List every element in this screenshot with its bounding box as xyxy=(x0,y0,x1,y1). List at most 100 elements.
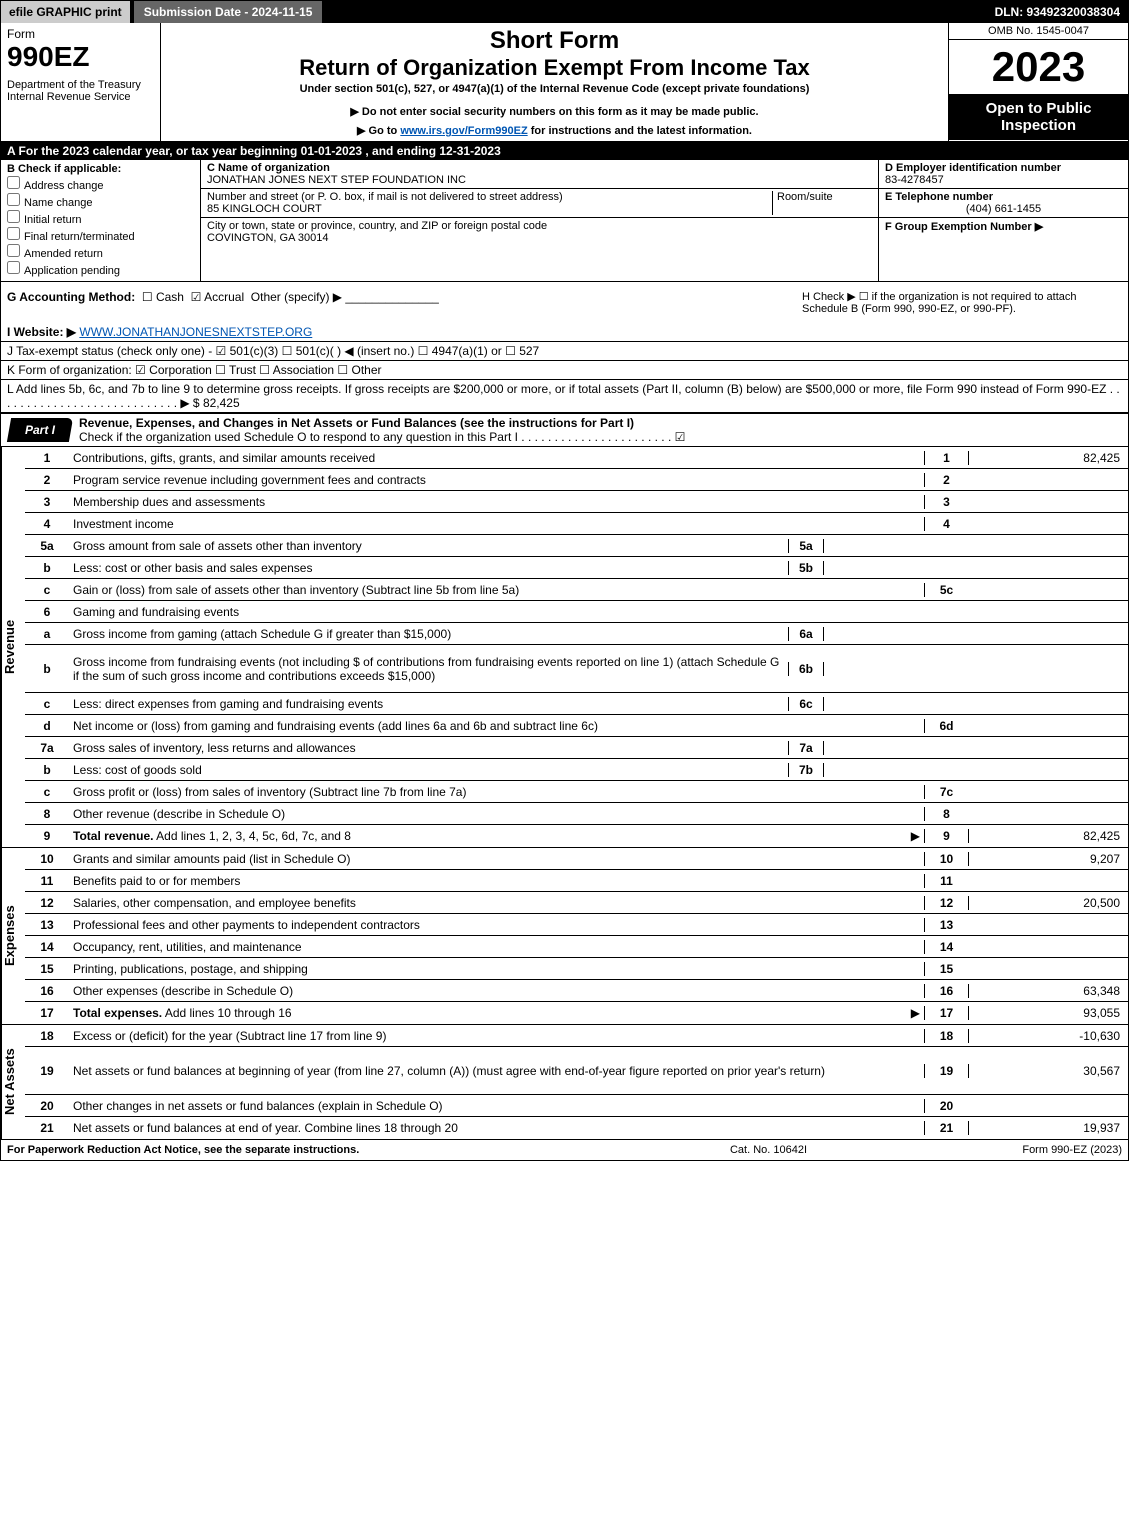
table-row: 4Investment income4 xyxy=(25,513,1128,535)
line-description: Salaries, other compensation, and employ… xyxy=(69,894,924,912)
c-addr-label: Number and street (or P. O. box, if mail… xyxy=(207,191,563,203)
right-line-val: 30,567 xyxy=(968,1064,1128,1078)
line-description: Gross income from gaming (attach Schedul… xyxy=(69,625,788,643)
c-name-label: C Name of organization xyxy=(207,162,330,174)
line-description: Gross profit or (loss) from sales of inv… xyxy=(69,783,924,801)
table-row: 8Other revenue (describe in Schedule O)8 xyxy=(25,803,1128,825)
chk-application-pending[interactable]: Application pending xyxy=(7,261,194,277)
line-number: b xyxy=(25,561,69,575)
sub-line-no: 7b xyxy=(788,763,824,777)
line-description: Gain or (loss) from sale of assets other… xyxy=(69,581,924,599)
line-description: Other revenue (describe in Schedule O) xyxy=(69,805,924,823)
short-form-title: Short Form xyxy=(167,27,942,55)
ein-value: 83-4278457 xyxy=(885,174,1122,186)
line-number: 15 xyxy=(25,962,69,976)
table-row: 21Net assets or fund balances at end of … xyxy=(25,1117,1128,1139)
section-d-e-f: D Employer identification number 83-4278… xyxy=(878,160,1128,281)
table-row: 6Gaming and fundraising events xyxy=(25,601,1128,623)
chk-amended-return[interactable]: Amended return xyxy=(7,244,194,260)
table-row: 9Total revenue. Add lines 1, 2, 3, 4, 5c… xyxy=(25,825,1128,847)
row-k-org-form: K Form of organization: ☑ Corporation ☐ … xyxy=(1,361,1128,380)
line-description: Less: direct expenses from gaming and fu… xyxy=(69,695,788,713)
line-description: Excess or (deficit) for the year (Subtra… xyxy=(69,1027,924,1045)
line-description: Total expenses. Add lines 10 through 16 … xyxy=(69,1004,924,1022)
note2-pre: ▶ Go to xyxy=(357,125,400,137)
efile-print-button[interactable]: efile GRAPHIC print xyxy=(1,1,130,23)
line-number: 12 xyxy=(25,896,69,910)
table-row: 18Excess or (deficit) for the year (Subt… xyxy=(25,1025,1128,1047)
netassets-section-label: Net Assets xyxy=(1,1025,25,1139)
sub-line-no: 5a xyxy=(788,539,824,553)
line-number: 7a xyxy=(25,741,69,755)
line-number: d xyxy=(25,719,69,733)
top-bar: efile GRAPHIC print Submission Date - 20… xyxy=(1,1,1128,23)
line-description: Gross income from fundraising events (no… xyxy=(69,653,788,685)
department: Department of the Treasury Internal Reve… xyxy=(7,79,154,103)
part-1-checkline: Check if the organization used Schedule … xyxy=(79,430,685,444)
right-line-val: 82,425 xyxy=(968,829,1128,843)
line-description: Professional fees and other payments to … xyxy=(69,916,924,934)
line-number: 14 xyxy=(25,940,69,954)
line-number: b xyxy=(25,763,69,777)
header-left: Form 990EZ Department of the Treasury In… xyxy=(1,23,161,141)
right-line-no: 6d xyxy=(924,719,968,733)
table-row: 12Salaries, other compensation, and empl… xyxy=(25,892,1128,914)
right-line-no: 2 xyxy=(924,473,968,487)
line-description: Less: cost of goods sold xyxy=(69,761,788,779)
netassets-table: Net Assets 18Excess or (deficit) for the… xyxy=(1,1025,1128,1140)
chk-address-change[interactable]: Address change xyxy=(7,176,194,192)
table-row: aGross income from gaming (attach Schedu… xyxy=(25,623,1128,645)
section-b-c-d-e-f: B Check if applicable: Address change Na… xyxy=(1,160,1128,282)
right-line-no: 8 xyxy=(924,807,968,821)
table-row: 11Benefits paid to or for members11 xyxy=(25,870,1128,892)
section-b: B Check if applicable: Address change Na… xyxy=(1,160,201,281)
form-number: 990EZ xyxy=(7,41,154,73)
chk-final-return[interactable]: Final return/terminated xyxy=(7,227,194,243)
right-line-no: 16 xyxy=(924,984,968,998)
line-number: c xyxy=(25,583,69,597)
line-description: Gaming and fundraising events xyxy=(69,603,924,621)
sub-line-no: 5b xyxy=(788,561,824,575)
right-line-no: 9 xyxy=(924,829,968,843)
irs-link[interactable]: www.irs.gov/Form990EZ xyxy=(400,125,527,137)
line-number: 18 xyxy=(25,1029,69,1043)
tax-year: 2023 xyxy=(949,40,1128,94)
revenue-section-label: Revenue xyxy=(1,447,25,847)
right-line-val: 19,937 xyxy=(968,1121,1128,1135)
table-row: 14Occupancy, rent, utilities, and mainte… xyxy=(25,936,1128,958)
org-name: JONATHAN JONES NEXT STEP FOUNDATION INC xyxy=(207,174,466,186)
chk-initial-return[interactable]: Initial return xyxy=(7,210,194,226)
row-i-website: I Website: ▶ WWW.JONATHANJONESNEXTSTEP.O… xyxy=(1,323,1128,342)
table-row: bGross income from fundraising events (n… xyxy=(25,645,1128,693)
line-description: Net assets or fund balances at end of ye… xyxy=(69,1119,924,1137)
line-number: 13 xyxy=(25,918,69,932)
sub-line-no: 7a xyxy=(788,741,824,755)
org-city: COVINGTON, GA 30014 xyxy=(207,232,328,244)
table-row: bLess: cost or other basis and sales exp… xyxy=(25,557,1128,579)
table-row: 13Professional fees and other payments t… xyxy=(25,914,1128,936)
row-a-tax-year: A For the 2023 calendar year, or tax yea… xyxy=(1,142,1128,160)
chk-name-change[interactable]: Name change xyxy=(7,193,194,209)
right-line-no: 10 xyxy=(924,852,968,866)
page-footer: For Paperwork Reduction Act Notice, see … xyxy=(1,1140,1128,1160)
line-number: 2 xyxy=(25,473,69,487)
row-l-gross-receipts: L Add lines 5b, 6c, and 7b to line 9 to … xyxy=(1,380,1128,413)
table-row: 7aGross sales of inventory, less returns… xyxy=(25,737,1128,759)
section-c: C Name of organization JONATHAN JONES NE… xyxy=(201,160,878,281)
accounting-method: G Accounting Method: ☐ Cash ☑ Accrual Ot… xyxy=(7,290,802,315)
line-number: 11 xyxy=(25,874,69,888)
sub-line-no: 6a xyxy=(788,627,824,641)
table-row: 20Other changes in net assets or fund ba… xyxy=(25,1095,1128,1117)
f-label: F Group Exemption Number ▶ xyxy=(885,220,1122,233)
table-row: dNet income or (loss) from gaming and fu… xyxy=(25,715,1128,737)
website-link[interactable]: WWW.JONATHANJONESNEXTSTEP.ORG xyxy=(79,325,312,339)
table-row: cGain or (loss) from sale of assets othe… xyxy=(25,579,1128,601)
line-description: Net income or (loss) from gaming and fun… xyxy=(69,717,924,735)
table-row: 17Total expenses. Add lines 10 through 1… xyxy=(25,1002,1128,1024)
section-b-label: B Check if applicable: xyxy=(7,163,194,175)
table-row: cLess: direct expenses from gaming and f… xyxy=(25,693,1128,715)
form-label: Form xyxy=(7,27,154,41)
table-row: 5aGross amount from sale of assets other… xyxy=(25,535,1128,557)
row-g-h: G Accounting Method: ☐ Cash ☑ Accrual Ot… xyxy=(1,282,1128,323)
line-number: 4 xyxy=(25,517,69,531)
